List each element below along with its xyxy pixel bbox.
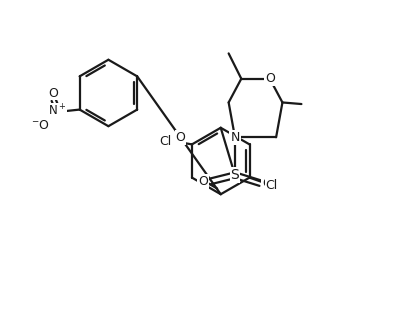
Text: N$^+$: N$^+$ <box>48 103 66 119</box>
Text: Cl: Cl <box>160 135 172 148</box>
Text: O: O <box>198 175 208 188</box>
Text: $^{-}$O: $^{-}$O <box>31 119 50 132</box>
Text: O: O <box>262 177 272 190</box>
Text: O: O <box>176 131 186 144</box>
Text: O: O <box>49 87 59 99</box>
Text: Cl: Cl <box>266 179 278 192</box>
Text: S: S <box>230 168 239 182</box>
Text: O: O <box>265 72 275 85</box>
Text: N: N <box>230 131 240 144</box>
